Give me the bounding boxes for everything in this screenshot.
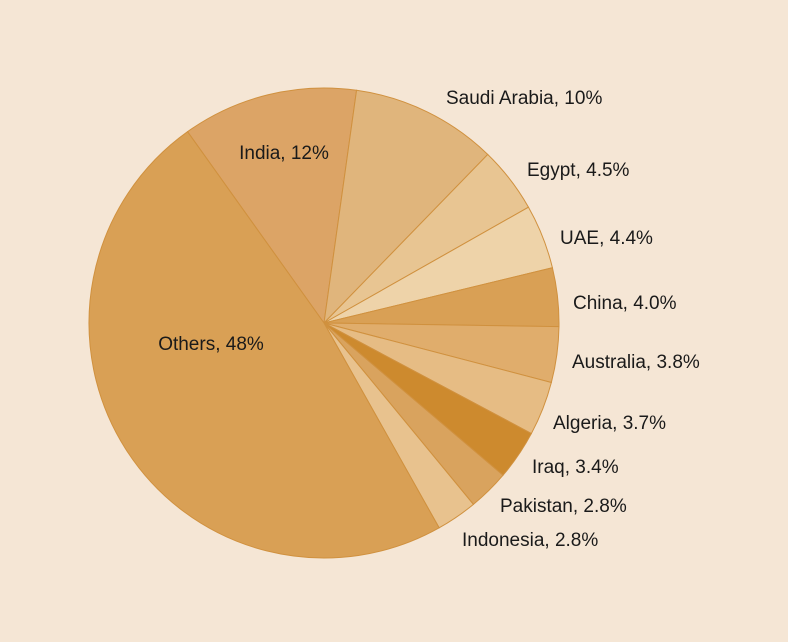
slice-label: Egypt, 4.5% [527,160,630,181]
slice-label: Indonesia, 2.8% [462,530,598,551]
slice-label: Saudi Arabia, 10% [446,88,602,109]
slice-label: Others, 48% [158,334,264,355]
slice-label: Iraq, 3.4% [532,457,619,478]
slice-label: Algeria, 3.7% [553,413,666,434]
pie-slice [186,87,358,325]
slice-label: China, 4.0% [573,293,677,314]
slice-label: Australia, 3.8% [572,352,700,373]
slice-label: UAE, 4.4% [560,228,653,249]
slice-label: Pakistan, 2.8% [500,496,627,517]
pie-slice [323,89,489,325]
slice-label: India, 12% [239,143,329,164]
pie-slice [88,130,440,559]
